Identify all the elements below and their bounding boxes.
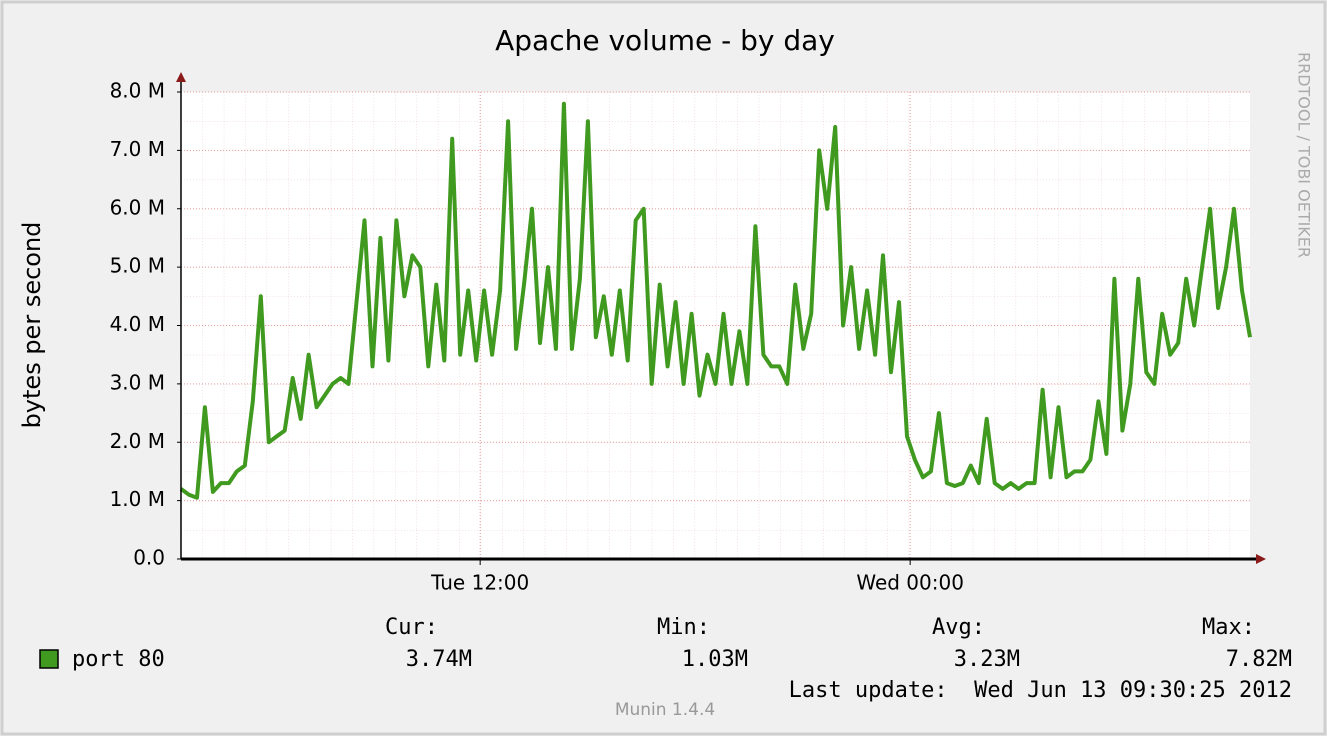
axis-arrow [176,72,186,82]
y-tick-label: 8.0 M [110,79,165,103]
legend-swatch [39,649,59,669]
legend-value: 3.23M [954,647,1020,672]
y-tick-label: 7.0 M [110,137,165,161]
y-tick-label: 3.0 M [110,370,165,394]
footer: Munin 1.4.4 [615,700,715,720]
series-line [179,101,1252,500]
legend-value: 1.03M [682,647,748,672]
y-tick-label: 0.0 [133,546,165,570]
legend-label: port 80 [72,647,165,672]
y-axis-label: bytes per second [18,222,46,429]
chart-title: Apache volume - by day [495,24,835,57]
legend-value: 3.74M [406,647,472,672]
legend-header: Cur: [385,615,438,640]
y-tick-label: 6.0 M [110,195,165,219]
axis-arrow [1256,554,1266,564]
side-text: RRDTOOL / TOBI OETIKER [1295,52,1314,258]
legend-value: 7.82M [1226,647,1292,672]
legend-header: Min: [657,615,710,640]
y-tick-label: 4.0 M [110,312,165,336]
y-tick-label: 2.0 M [110,429,165,453]
legend-header: Avg: [932,615,985,640]
x-tick-label: Wed 00:00 [856,571,964,595]
x-tick-label: Tue 12:00 [430,571,529,595]
last-update: Last update: Wed Jun 13 09:30:25 2012 [789,678,1292,703]
legend: port 80 Cur: Min: Avg: Max: 3.74M 1.03M … [39,615,1292,720]
y-tick-label: 5.0 M [110,254,165,278]
y-tick-label: 1.0 M [110,487,165,511]
legend-header: Max: [1202,615,1255,640]
